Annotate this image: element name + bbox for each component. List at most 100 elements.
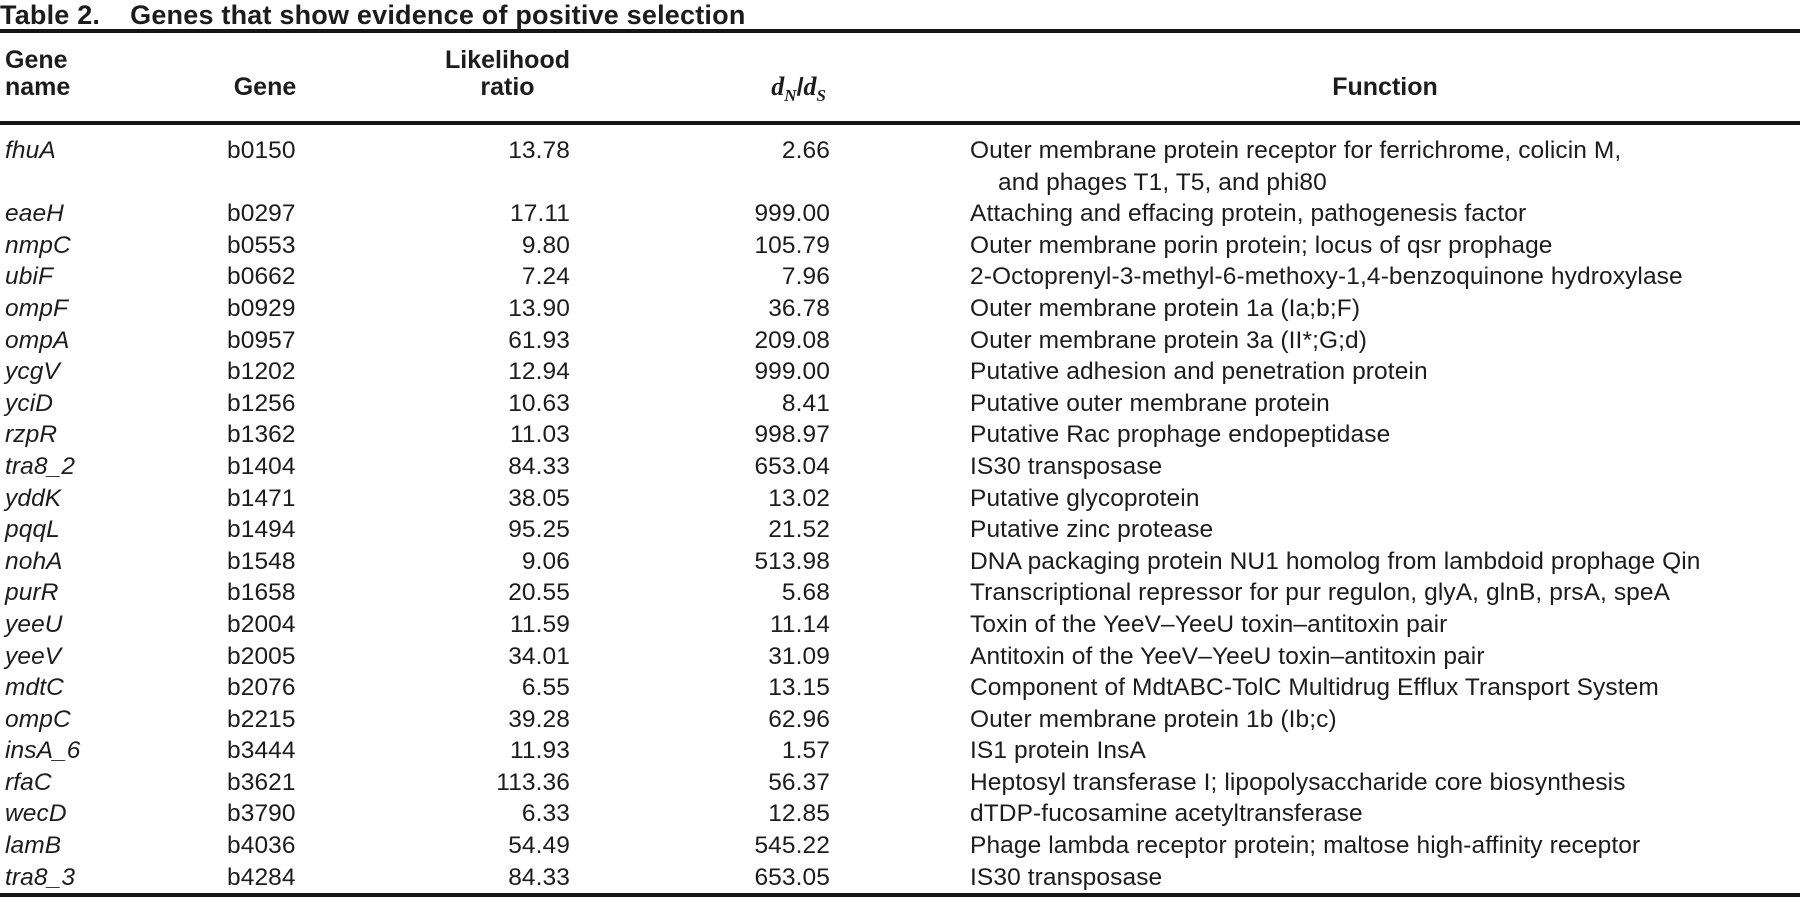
col-header-likelihood-ratio: Likelihood ratio — [305, 33, 570, 125]
table-row: tra8_3 b4284 84.33 653.05 IS30 transposase — [0, 862, 1800, 896]
dnds-cell: 5.68 — [781, 579, 830, 607]
function-cell: 2-Octoprenyl-3-methyl-6-methoxy-1,4-benz… — [970, 263, 1683, 291]
function-cell: Putative adhesion and penetration protei… — [970, 358, 1428, 386]
dnds-cell: 209.08 — [754, 326, 830, 354]
gene-id-cell: b0150 — [227, 137, 296, 164]
function-cell: Transcriptional repressor for pur regulo… — [970, 579, 1671, 607]
function-cell: Putative glycoprotein — [970, 484, 1200, 512]
dnds-cell: 999.00 — [754, 200, 830, 228]
function-cell: IS1 protein InsA — [970, 737, 1146, 765]
dnds-cell: 8.41 — [781, 389, 830, 417]
gene-name-cell: yciD — [5, 389, 54, 417]
dnds-sub-n: N — [784, 86, 797, 105]
gene-id-cell: b0553 — [227, 231, 296, 259]
table-row: ompF b0929 13.90 36.78 Outer membrane protei… — [0, 293, 1800, 325]
function-cell: Heptosyl transferase I; lipopolysacchari… — [970, 768, 1626, 796]
dnds-cell: 11.14 — [770, 610, 830, 638]
dnds-cell: 545.22 — [754, 832, 830, 860]
dnds-cell: 56.37 — [768, 768, 830, 796]
table-row: fhuA b0150 13.78 2.66 Outer membrane protein… — [0, 123, 1800, 198]
gene-id-cell: b2005 — [227, 642, 296, 670]
likelihood-ratio-cell: 84.33 — [508, 863, 570, 891]
function-cell: Putative zinc protease — [970, 516, 1214, 544]
likelihood-ratio-cell: 54.49 — [508, 832, 570, 860]
table-header: Gene name Gene Likelihood ratio dN/dS Fu… — [0, 33, 1800, 125]
gene-id-cell: b2004 — [227, 610, 296, 638]
table-row: ompC b2215 39.28 62.96 Outer membrane protei… — [0, 704, 1800, 736]
table-row: pqqL b1494 95.25 21.52 Putative zinc proteas… — [0, 514, 1800, 546]
dnds-cell: 105.79 — [754, 231, 830, 259]
gene-name-cell: nohA — [5, 547, 63, 575]
likelihood-ratio-cell: 61.93 — [508, 326, 570, 354]
likelihood-ratio-cell: 13.78 — [508, 137, 570, 164]
likelihood-ratio-cell: 9.06 — [521, 547, 570, 575]
gene-id-cell: b4036 — [227, 832, 296, 860]
dnds-cell: 36.78 — [768, 294, 830, 322]
dnds-cell: 31.09 — [768, 642, 830, 670]
header-row: Gene name Gene Likelihood ratio dN/dS Fu… — [0, 33, 1800, 125]
gene-name-cell: yeeV — [5, 642, 62, 670]
gene-name-cell: tra8_2 — [5, 452, 76, 480]
gene-id-cell: b3621 — [227, 768, 296, 796]
gene-id-cell: b1362 — [227, 421, 296, 449]
dnds-cell: 7.96 — [781, 263, 830, 291]
gene-id-cell: b0929 — [227, 294, 296, 322]
dnds-slash: / — [796, 73, 804, 101]
table-row: insA_6 b3444 11.93 1.57 IS1 protein InsA — [0, 735, 1800, 767]
function-cell: Outer membrane protein 3a (II*;G;d) — [970, 326, 1368, 354]
dnds-cell: 998.97 — [754, 421, 830, 449]
table-row: ompA b0957 61.93 209.08 Outer membrane prote… — [0, 325, 1800, 357]
likelihood-ratio-cell: 113.36 — [496, 768, 570, 796]
table-row: purR b1658 20.55 5.68 Transcriptional repres… — [0, 577, 1800, 609]
gene-name-cell: nmpC — [5, 231, 71, 259]
genes-table-body: fhuA b0150 13.78 2.66 Outer membrane protein… — [0, 123, 1800, 895]
gene-id-cell: b1658 — [227, 579, 296, 607]
gene-id-cell: b1471 — [227, 484, 296, 512]
gene-name-cell: tra8_3 — [5, 863, 76, 891]
gene-id-cell: b1202 — [227, 358, 296, 386]
table-row: yeeU b2004 11.59 11.14 Toxin of the YeeV–Yee… — [0, 609, 1800, 641]
dnds-cell: 12.85 — [768, 800, 830, 828]
function-cell: Outer membrane porin protein; locus of q… — [970, 231, 1553, 259]
function-cell: Putative outer membrane protein — [970, 389, 1330, 417]
gene-name-cell: insA_6 — [5, 737, 81, 765]
likelihood-ratio-cell: 17.11 — [510, 200, 570, 228]
likelihood-ratio-cell: 34.01 — [508, 642, 570, 670]
function-cell: Phage lambda receptor protein; maltose h… — [970, 832, 1641, 860]
dnds-d-numerator: d — [771, 72, 785, 101]
dnds-cell: 999.00 — [754, 358, 830, 386]
table-caption: Genes that show evidence of positive sel… — [130, 0, 746, 30]
likelihood-ratio-cell: 9.80 — [521, 231, 570, 259]
gene-id-cell: b0297 — [227, 200, 296, 228]
likelihood-ratio-cell: 6.33 — [521, 800, 570, 828]
likelihood-ratio-cell: 11.93 — [510, 737, 570, 765]
likelihood-ratio-label: Likelihood ratio — [445, 46, 570, 101]
gene-name-cell: pqqL — [5, 516, 60, 544]
dnds-sub-s: S — [816, 86, 826, 105]
likelihood-ratio-cell: 12.94 — [508, 358, 570, 386]
gene-id-cell: b1256 — [227, 389, 296, 417]
gene-id-cell: b3444 — [227, 737, 296, 765]
dnds-cell: 21.52 — [768, 516, 830, 544]
table-number-label: Table 2. — [0, 0, 101, 30]
dnds-cell: 513.98 — [754, 547, 830, 575]
gene-name-cell: rfaC — [5, 768, 52, 796]
gene-id-cell: b1494 — [227, 516, 296, 544]
table-row: wecD b3790 6.33 12.85 dTDP-fucosamine acetyl… — [0, 798, 1800, 830]
gene-id-cell: b0957 — [227, 326, 296, 354]
genes-table: Gene name Gene Likelihood ratio dN/dS Fu… — [0, 33, 1800, 898]
function-cell: Outer membrane protein 1b (Ib;c) — [970, 705, 1337, 733]
likelihood-ratio-cell: 20.55 — [508, 579, 570, 607]
gene-name-cell: mdtC — [5, 674, 64, 702]
col-header-dnds: dN/dS — [570, 33, 830, 125]
dnds-cell: 13.02 — [768, 484, 830, 512]
likelihood-ratio-cell: 11.59 — [510, 610, 570, 638]
function-cell: DNA packaging protein NU1 homolog from l… — [970, 547, 1701, 575]
table-row: ycgV b1202 12.94 999.00 Putative adhesion an… — [0, 356, 1800, 388]
dnds-cell: 653.05 — [754, 863, 830, 891]
function-cell: Toxin of the YeeV–YeeU toxin–antitoxin p… — [970, 610, 1448, 638]
likelihood-ratio-cell: 39.28 — [508, 705, 570, 733]
dnds-cell: 13.15 — [768, 674, 830, 702]
function-cell: dTDP-fucosamine acetyltransferase — [970, 800, 1363, 828]
